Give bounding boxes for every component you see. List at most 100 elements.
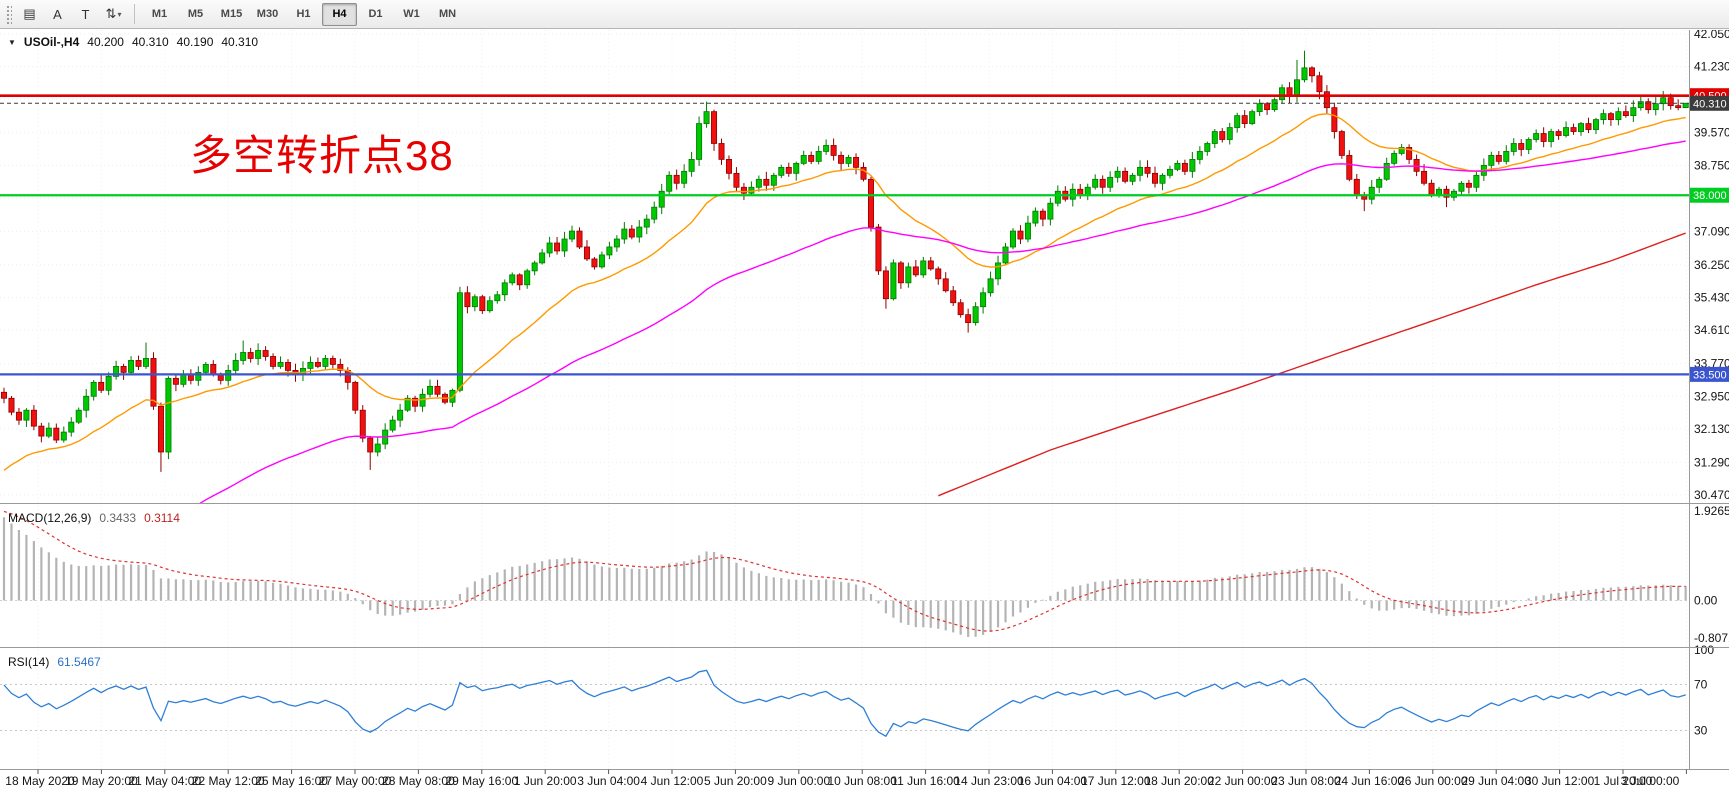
candle <box>165 377 172 453</box>
candle <box>808 155 815 162</box>
candle <box>1630 107 1637 117</box>
price-axis-label: 39.570 <box>1694 126 1729 140</box>
candle <box>1570 127 1577 132</box>
candle <box>681 170 688 184</box>
candle <box>367 437 374 453</box>
candle <box>1391 153 1398 164</box>
macd-axis-label: 1.9265 <box>1694 504 1729 518</box>
candle <box>1174 162 1181 170</box>
candle <box>1563 127 1570 136</box>
candle <box>232 360 239 371</box>
candle <box>1540 133 1547 142</box>
candle <box>696 123 703 160</box>
candle <box>1667 97 1674 107</box>
toolbar: ▤ A T ⇅ ▾ M1 M5 M15 M30 H1 H4 D1 W1 MN <box>0 0 1729 29</box>
price-badge-value: 33.500 <box>1693 369 1727 381</box>
candle <box>1518 143 1525 150</box>
candle <box>1622 111 1629 117</box>
candle <box>583 246 590 260</box>
candle <box>882 270 889 300</box>
dropdown-caret-icon: ▾ <box>117 9 122 19</box>
candle <box>621 228 628 240</box>
timeframe-H1[interactable]: H1 <box>296 8 311 20</box>
candle <box>942 278 949 292</box>
timeframe-MN[interactable]: MN <box>438 8 457 20</box>
price-axis-label: 35.430 <box>1694 291 1729 305</box>
price-axis-label: 30.470 <box>1694 488 1729 502</box>
candle <box>270 356 277 367</box>
rsi-axis-label: 30 <box>1694 724 1708 738</box>
candle <box>277 362 284 367</box>
timeframe-M5[interactable]: M5 <box>187 8 204 20</box>
time-axis-label: 9 Jun 00:00 <box>767 774 830 788</box>
candle <box>1428 182 1435 196</box>
candle <box>412 397 419 407</box>
chart-menu-button[interactable]: ▤ <box>16 2 43 26</box>
candle <box>980 292 987 308</box>
candle <box>755 178 762 188</box>
candle <box>1525 139 1532 150</box>
candle <box>389 419 396 431</box>
time-axis-label: 16 Jun 04:00 <box>1018 774 1088 788</box>
toolbar-separator <box>134 4 135 24</box>
timeframe-M30[interactable]: M30 <box>256 8 279 20</box>
candle <box>359 409 366 439</box>
candle <box>75 409 82 423</box>
candle <box>1196 151 1203 160</box>
candle <box>1151 172 1158 184</box>
candle <box>957 302 964 316</box>
candle <box>314 362 321 367</box>
candle <box>1084 186 1091 196</box>
candle <box>793 162 800 174</box>
candle <box>1301 67 1308 81</box>
text-button[interactable]: T <box>72 2 99 26</box>
ma-medium-line <box>199 140 1686 503</box>
chart-area[interactable]: 42.05041.23040.41039.57038.75037.93037.0… <box>0 30 1729 794</box>
candle <box>456 292 463 391</box>
candle <box>1413 159 1420 172</box>
candle <box>815 151 822 162</box>
candle <box>113 366 120 377</box>
price-axis-label: 41.230 <box>1694 60 1729 74</box>
candle <box>150 358 157 407</box>
candle <box>1002 246 1009 264</box>
cycle-button[interactable]: ⇅ ▾ <box>100 2 127 26</box>
chart-menu-icon: ▤ <box>23 6 36 21</box>
candle <box>643 218 650 228</box>
timeframe-D1[interactable]: D1 <box>368 8 383 20</box>
candle <box>45 427 52 437</box>
candle <box>1316 75 1323 93</box>
candle <box>1600 113 1607 120</box>
candle <box>1607 113 1614 120</box>
candle <box>374 443 381 453</box>
time-axis-label: 23 Jun 08:00 <box>1271 774 1341 788</box>
candle <box>30 409 37 427</box>
rsi-axis-label: 100 <box>1694 643 1714 657</box>
timeframe-W1[interactable]: W1 <box>403 8 420 20</box>
timeframe-M15[interactable]: M15 <box>220 8 243 20</box>
timeframe-H4[interactable]: H4 <box>322 2 357 26</box>
candle <box>905 266 912 284</box>
candle <box>397 409 404 421</box>
candle <box>1047 202 1054 220</box>
toolbar-grip[interactable] <box>5 4 12 24</box>
candle <box>1488 155 1495 166</box>
time-axis-label: 29 May 16:00 <box>445 774 518 788</box>
candle <box>434 385 441 395</box>
candle <box>1645 101 1652 111</box>
candle <box>8 397 15 413</box>
annotate-a-icon: A <box>53 6 62 22</box>
candle <box>1054 190 1061 204</box>
chart-canvas[interactable]: 42.05041.23040.41039.57038.75037.93037.0… <box>0 30 1729 794</box>
macd-signal-line <box>3 510 1686 632</box>
candle <box>53 427 60 441</box>
annotate-a-button[interactable]: A <box>44 2 71 26</box>
candle <box>1264 103 1271 111</box>
candle <box>1137 166 1144 176</box>
candle <box>576 230 583 248</box>
candle <box>1039 210 1046 220</box>
timeframe-M1[interactable]: M1 <box>151 8 168 20</box>
candle <box>1465 182 1472 188</box>
candle <box>105 375 112 391</box>
candle <box>1294 79 1301 97</box>
